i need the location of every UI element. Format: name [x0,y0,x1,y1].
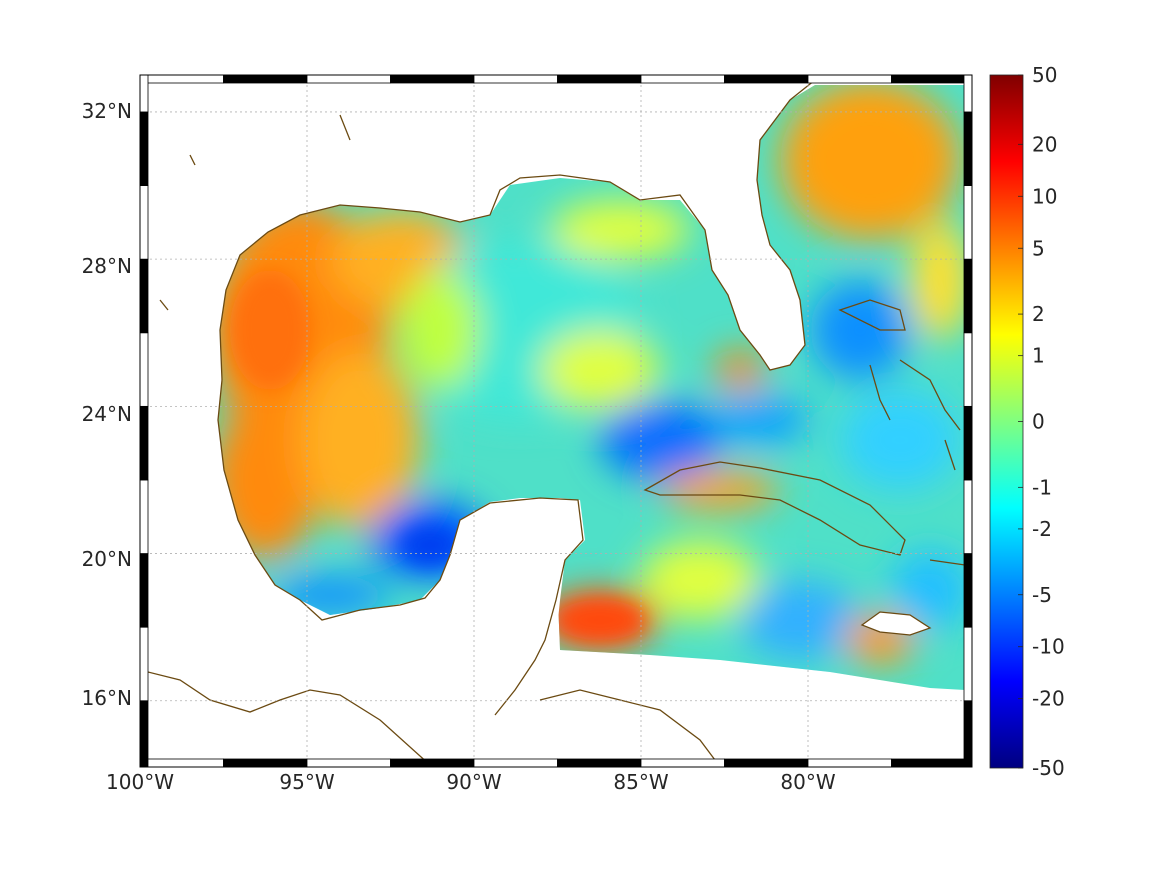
colorbar-tick-label: -1 [1032,475,1052,499]
frame-segment [139,758,224,768]
frame-segment [139,74,149,113]
colorbar-tick-label: 5 [1032,236,1045,260]
frame-segment [963,258,973,334]
colorbar-tick-label: 10 [1032,184,1057,208]
lon-label: 85°W [613,770,668,794]
frame-segment [963,626,973,702]
lat-label: 28°N [82,254,132,278]
frame-segment [963,74,973,113]
frame-segment [390,758,475,768]
land-masks [430,498,930,715]
frame-segment [557,74,642,84]
frame-segment [891,758,973,768]
lon-label: 90°W [446,770,501,794]
lat-label: 20°N [82,547,132,571]
lat-label: 24°N [82,402,132,426]
gridlines [140,75,972,767]
frame-segment [557,758,642,768]
frame-segment [724,74,809,84]
frame-segment [139,479,149,554]
colorbar-tick-label: 50 [1032,63,1057,87]
colorbar-tick-label: -5 [1032,583,1052,607]
colorbar-tick-label: 1 [1032,344,1045,368]
frame-segment [473,758,558,768]
frame-segment [139,626,149,702]
colorbar-tick-label: -20 [1032,687,1065,711]
coastlines [147,82,965,762]
frame-segment [963,405,973,481]
frame-segment [139,258,149,334]
frame-segment [963,700,973,768]
longitude-labels: 100°W 95°W 90°W 85°W 80°W [106,770,836,794]
frame-segment [139,74,224,84]
frame-segment [139,553,149,628]
frame-segment [963,111,973,186]
frame-segment [390,74,475,84]
map-frame [139,74,973,768]
frame-segment [139,111,149,186]
frame-segment [223,74,308,84]
frame-segment [807,74,892,84]
colorbar-tick-label: -2 [1032,517,1052,541]
colorbar-tick-label: -50 [1032,756,1065,780]
colorbar-tick-label: 0 [1032,410,1045,434]
frame-segment [139,185,149,260]
lon-label: 95°W [279,770,334,794]
frame-segment [807,758,892,768]
frame-segment [640,758,725,768]
lon-label: 100°W [106,770,174,794]
frame-segment [139,332,149,407]
frame-segment [223,758,308,768]
latitude-labels: 32°N 28°N 24°N 20°N 16°N [82,99,132,710]
colorbar-tick-label: 20 [1032,132,1057,156]
frame-border [139,74,973,768]
colorbar-tick-label: 2 [1032,302,1045,326]
frame-segment [640,74,725,84]
frame-segment [963,185,973,260]
frame-segment [306,74,391,84]
frame-segment [963,553,973,628]
lat-label: 32°N [82,99,132,123]
lat-label: 16°N [82,686,132,710]
frame-segment [724,758,809,768]
lon-label: 80°W [780,770,835,794]
frame-segment [891,74,973,84]
frame-segment [139,700,149,768]
frame-segment [139,405,149,481]
frame-segment [306,758,391,768]
colorbar-tick-label: -10 [1032,635,1065,659]
frame-segment [963,332,973,407]
sst-anomaly-field [218,85,965,690]
frame-segment [473,74,558,84]
frame-segment [963,479,973,554]
